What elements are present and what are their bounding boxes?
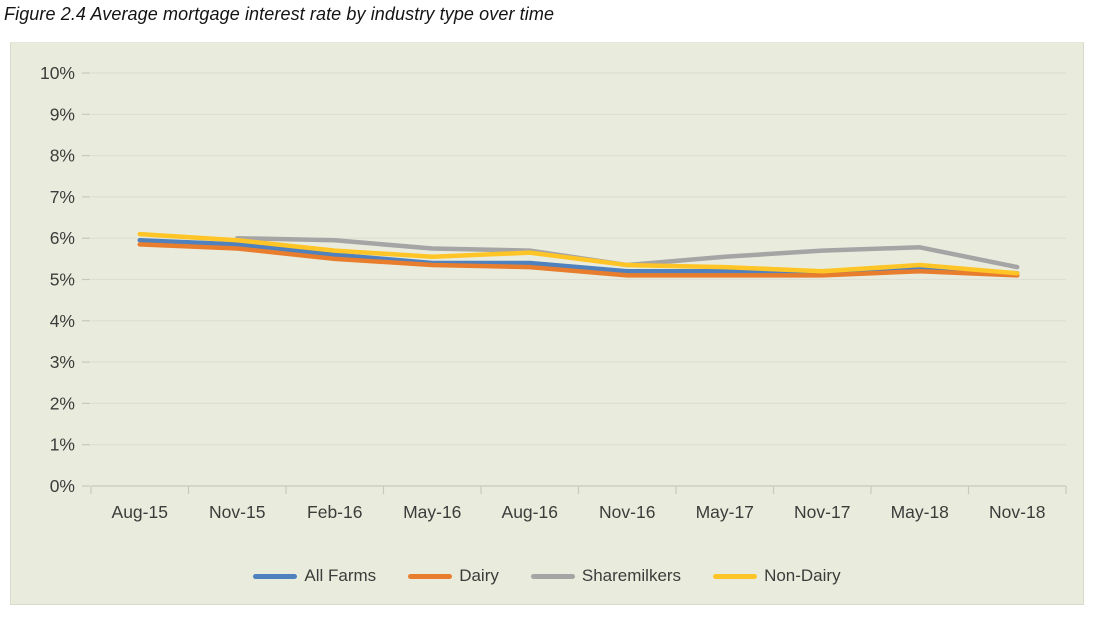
x-axis-label: Aug-16 <box>502 502 558 522</box>
legend-item-non-dairy: Non-Dairy <box>713 566 841 586</box>
legend-swatch-icon <box>253 573 298 579</box>
y-axis-label: 7% <box>50 187 75 207</box>
line-chart: 0% 1% 2% 3% 4% 5% 6% 7% 8% 9% 10% Aug-15 Nov-15 Feb-1… <box>40 63 1067 522</box>
legend-item-sharemilkers: Sharemilkers <box>530 566 682 586</box>
legend-item-dairy: Dairy <box>408 566 499 586</box>
legend-label: All Farms <box>304 566 377 585</box>
y-axis-label: 4% <box>50 311 75 331</box>
chart-legend: All Farms Dairy Sharemilkers Non-Dairy <box>11 566 1083 586</box>
y-axis-label: 3% <box>50 352 75 372</box>
x-axis-label: Nov-16 <box>599 502 655 522</box>
x-axis-label: May-17 <box>696 502 754 522</box>
legend-label: Dairy <box>459 566 499 585</box>
y-axis-label: 0% <box>50 476 75 496</box>
x-axis-label: Feb-16 <box>307 502 362 522</box>
y-axis-label: 9% <box>50 104 75 124</box>
legend-label: Non-Dairy <box>764 566 841 585</box>
y-axis-label: 6% <box>50 228 75 248</box>
x-axis-label: May-18 <box>891 502 949 522</box>
series-line-non-dairy <box>137 231 1020 276</box>
legend-item-all-farms: All Farms <box>253 566 376 586</box>
legend-swatch-icon <box>408 573 453 579</box>
y-axis-label: 1% <box>50 435 75 455</box>
y-axis-label: 2% <box>50 393 75 413</box>
legend-swatch-icon <box>713 573 758 579</box>
y-axis-label: 8% <box>50 146 75 166</box>
chart-container: 0% 1% 2% 3% 4% 5% 6% 7% 8% 9% 10% Aug-15 Nov-15 Feb-1… <box>10 42 1084 605</box>
y-axis-label: 10% <box>40 63 75 83</box>
x-axis-label: May-16 <box>403 502 461 522</box>
y-axis-label: 5% <box>50 270 75 290</box>
series-line-dairy <box>137 242 1020 278</box>
x-axis-label: Aug-15 <box>112 502 168 522</box>
x-axis-label: Nov-17 <box>794 502 850 522</box>
x-axis-label: Nov-15 <box>209 502 265 522</box>
legend-swatch-icon <box>530 573 575 579</box>
x-axis-label: Nov-18 <box>989 502 1045 522</box>
figure-title: Figure 2.4 Average mortgage interest rat… <box>4 4 555 24</box>
legend-label: Sharemilkers <box>581 566 682 585</box>
